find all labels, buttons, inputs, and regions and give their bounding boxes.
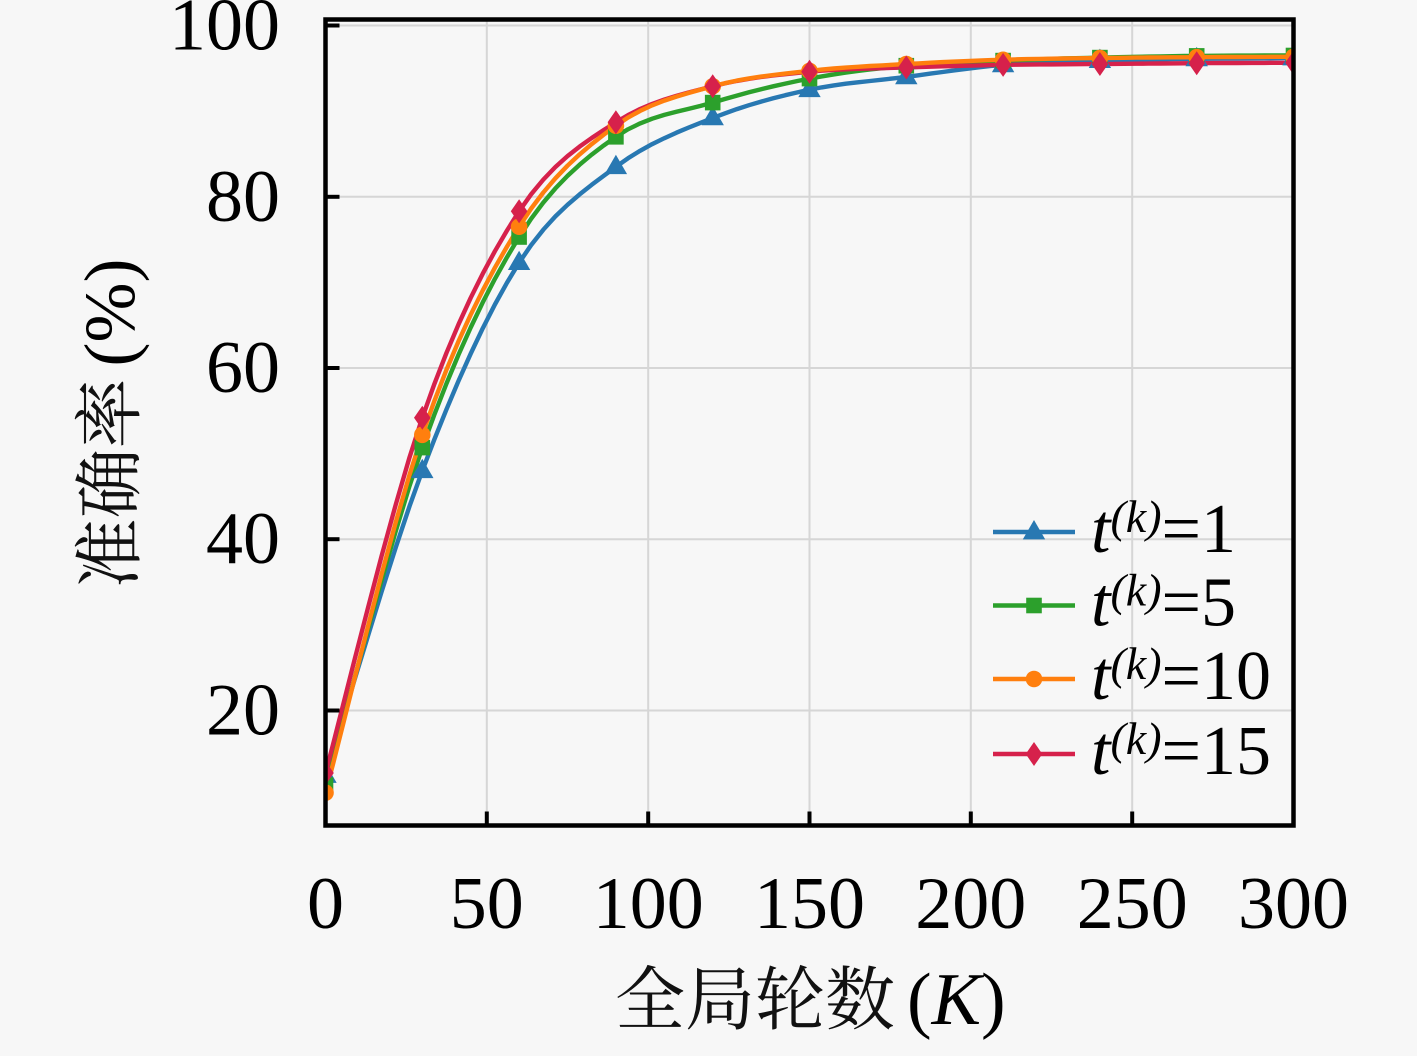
svg-text:150: 150 [754, 863, 865, 945]
svg-text:0: 0 [307, 863, 344, 945]
svg-text:250: 250 [1077, 863, 1188, 945]
svg-text:100: 100 [169, 0, 280, 67]
svg-text:(K): (K) [907, 959, 1006, 1041]
svg-text:t(k)=15: t(k)=15 [1091, 713, 1271, 790]
svg-text:100: 100 [593, 863, 704, 945]
svg-text:50: 50 [450, 863, 524, 945]
svg-text:t(k)=10: t(k)=10 [1091, 638, 1271, 715]
svg-text:(%): (%) [70, 259, 150, 367]
svg-text:300: 300 [1238, 863, 1349, 945]
svg-text:40: 40 [206, 498, 280, 580]
svg-text:60: 60 [206, 327, 280, 409]
svg-text:80: 80 [206, 156, 280, 238]
svg-text:t(k)=1: t(k)=1 [1091, 491, 1236, 568]
svg-text:200: 200 [915, 863, 1026, 945]
svg-text:20: 20 [206, 670, 280, 752]
